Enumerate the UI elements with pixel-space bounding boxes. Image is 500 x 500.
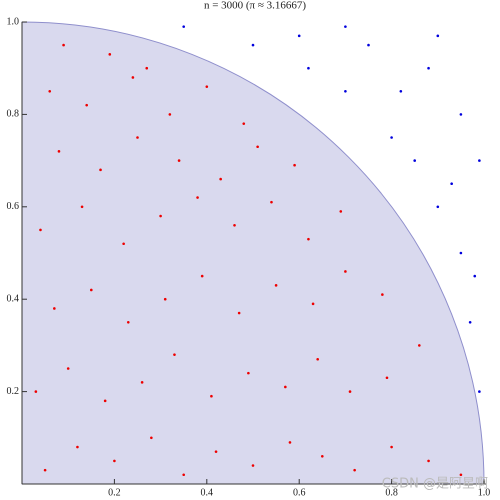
y-tick-label: 1.0 [7,16,20,27]
point [436,205,440,209]
point [205,85,209,88]
point [43,468,47,472]
point [353,468,356,472]
point [122,242,125,246]
chart-title: n = 3000 (π ≈ 3.16667) [204,0,306,12]
point [177,159,181,162]
point [288,441,292,444]
point [311,302,315,306]
point [233,223,236,227]
point [214,450,218,453]
point [163,297,167,301]
point [339,210,343,213]
point [427,66,430,70]
point [307,237,310,241]
point [459,113,463,116]
x-tick-label: 0.4 [201,487,214,498]
point [473,274,477,278]
point [182,25,185,28]
point [247,371,250,375]
point [344,90,347,93]
point [80,205,84,209]
point [367,43,370,47]
point [344,270,347,273]
point [136,136,139,139]
point [113,459,116,463]
point [427,459,430,463]
point [39,228,42,232]
point [57,150,61,153]
point [468,321,472,324]
point [284,385,287,389]
point [53,307,56,310]
point [145,66,149,70]
point [48,90,52,93]
point [159,214,162,218]
point [34,390,38,393]
point [413,159,417,162]
y-tick-label: 0.8 [7,109,20,120]
point [348,390,352,393]
point [126,321,130,324]
point [321,454,324,458]
point [200,274,204,278]
x-tick-label: 0.6 [293,487,306,498]
point [210,394,213,398]
point [237,311,241,315]
point [66,367,70,370]
point [459,251,463,255]
point [390,445,393,449]
point [108,53,112,56]
point [196,196,199,199]
x-tick-label: 0.2 [108,487,121,498]
quarter-disc [21,21,485,485]
point [182,473,185,477]
x-tick-label: 1.0 [478,487,491,498]
point [270,200,273,204]
point [251,464,255,467]
y-tick-label: 0.2 [7,386,20,397]
point [450,182,453,185]
point [418,344,421,347]
point [297,34,301,38]
point [251,43,255,47]
point [381,293,384,296]
point [168,113,172,116]
point [293,163,296,167]
point [344,25,347,28]
point [103,399,107,403]
point [390,136,393,139]
point [256,145,259,149]
point [85,103,88,107]
point [399,90,403,93]
point [478,159,481,162]
point [459,473,463,477]
point [173,353,176,356]
point [99,168,102,172]
point [219,177,222,181]
y-tick-label: 0.4 [7,293,20,304]
point [131,76,135,79]
point [385,376,389,380]
watermark: CSDN @是阿星啊 [382,477,488,492]
point [90,288,93,292]
point [242,122,246,125]
x-tick-label: 0.8 [385,487,398,498]
point [274,284,278,287]
point [478,390,481,393]
point [150,436,153,440]
point [436,34,440,38]
y-tick-label: 0.6 [7,201,20,212]
point [62,43,65,47]
point [316,357,319,361]
point [307,66,310,70]
point [76,445,79,449]
point [140,381,144,384]
